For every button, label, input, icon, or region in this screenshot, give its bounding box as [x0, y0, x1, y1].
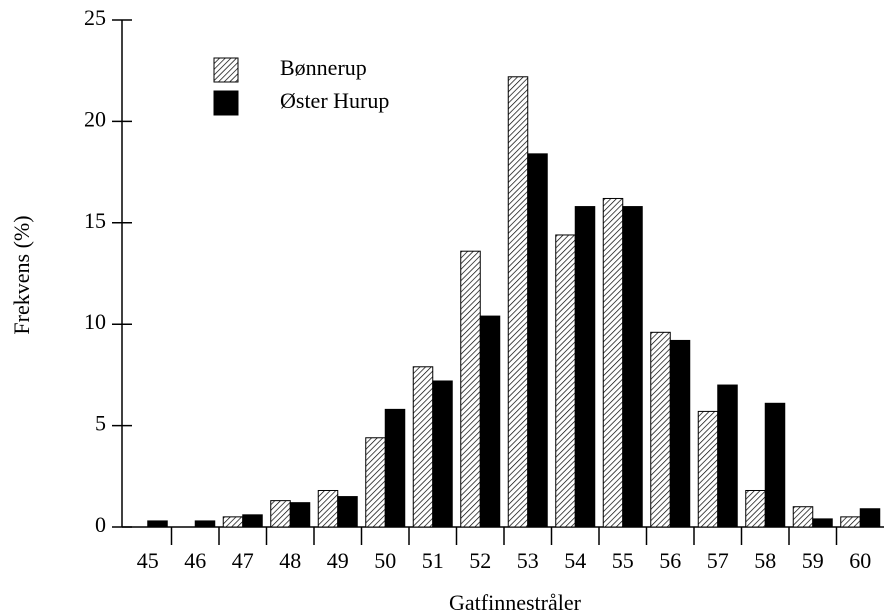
- bar: [479, 315, 501, 528]
- x-tick-label: 45: [137, 548, 159, 573]
- legend-swatch: [213, 57, 239, 83]
- x-tick-label: 58: [754, 548, 776, 573]
- x-tick-label: 55: [612, 548, 634, 573]
- bar: [412, 366, 434, 528]
- x-tick-label: 49: [327, 548, 349, 573]
- bar: [460, 250, 481, 528]
- legend-label: Øster Hurup: [280, 88, 389, 113]
- y-tick-label: 20: [84, 106, 106, 131]
- bar: [669, 339, 691, 528]
- bar: [555, 234, 576, 528]
- y-axis-label: Frekvens (%): [9, 215, 34, 334]
- bar: [337, 496, 358, 528]
- bar: [194, 520, 216, 528]
- y-tick-label: 10: [84, 309, 106, 334]
- legend-swatch: [213, 90, 239, 116]
- legend-label: Bønnerup: [280, 55, 367, 80]
- y-tick-label: 15: [84, 208, 106, 233]
- y-tick-label: 0: [95, 512, 106, 537]
- bar: [859, 508, 881, 528]
- x-tick-label: 54: [564, 548, 586, 573]
- bar: [602, 197, 624, 528]
- x-tick-label: 46: [184, 548, 206, 573]
- bar: [745, 489, 766, 528]
- bar: [764, 402, 786, 528]
- bar: [147, 520, 168, 528]
- x-tick-label: 60: [849, 548, 871, 573]
- x-tick-label: 50: [374, 548, 396, 573]
- x-tick-label: 48: [279, 548, 301, 573]
- bar: [507, 76, 529, 528]
- bar: [270, 500, 291, 528]
- bar: [574, 206, 596, 528]
- bar: [812, 518, 833, 528]
- x-tick-label: 51: [422, 548, 444, 573]
- bar: [242, 514, 263, 528]
- bar: [527, 153, 548, 528]
- x-tick-label: 59: [802, 548, 824, 573]
- bar: [432, 380, 453, 528]
- bar: [317, 489, 339, 528]
- bar: [650, 331, 671, 528]
- bar: [289, 502, 311, 528]
- bar: [622, 206, 643, 528]
- bar: [222, 516, 244, 528]
- bar: [697, 410, 719, 528]
- bar: [365, 437, 386, 528]
- x-tick-label: 53: [517, 548, 539, 573]
- x-tick-label: 57: [707, 548, 729, 573]
- bar: [840, 516, 861, 528]
- x-axis-label: Gatfinnestråler: [449, 590, 582, 615]
- bar: [717, 384, 738, 528]
- x-tick-label: 56: [659, 548, 681, 573]
- x-tick-label: 52: [469, 548, 491, 573]
- bar: [384, 408, 406, 528]
- y-tick-label: 5: [95, 411, 106, 436]
- bar: [792, 506, 814, 528]
- y-tick-label: 25: [84, 5, 106, 30]
- x-tick-label: 47: [232, 548, 254, 573]
